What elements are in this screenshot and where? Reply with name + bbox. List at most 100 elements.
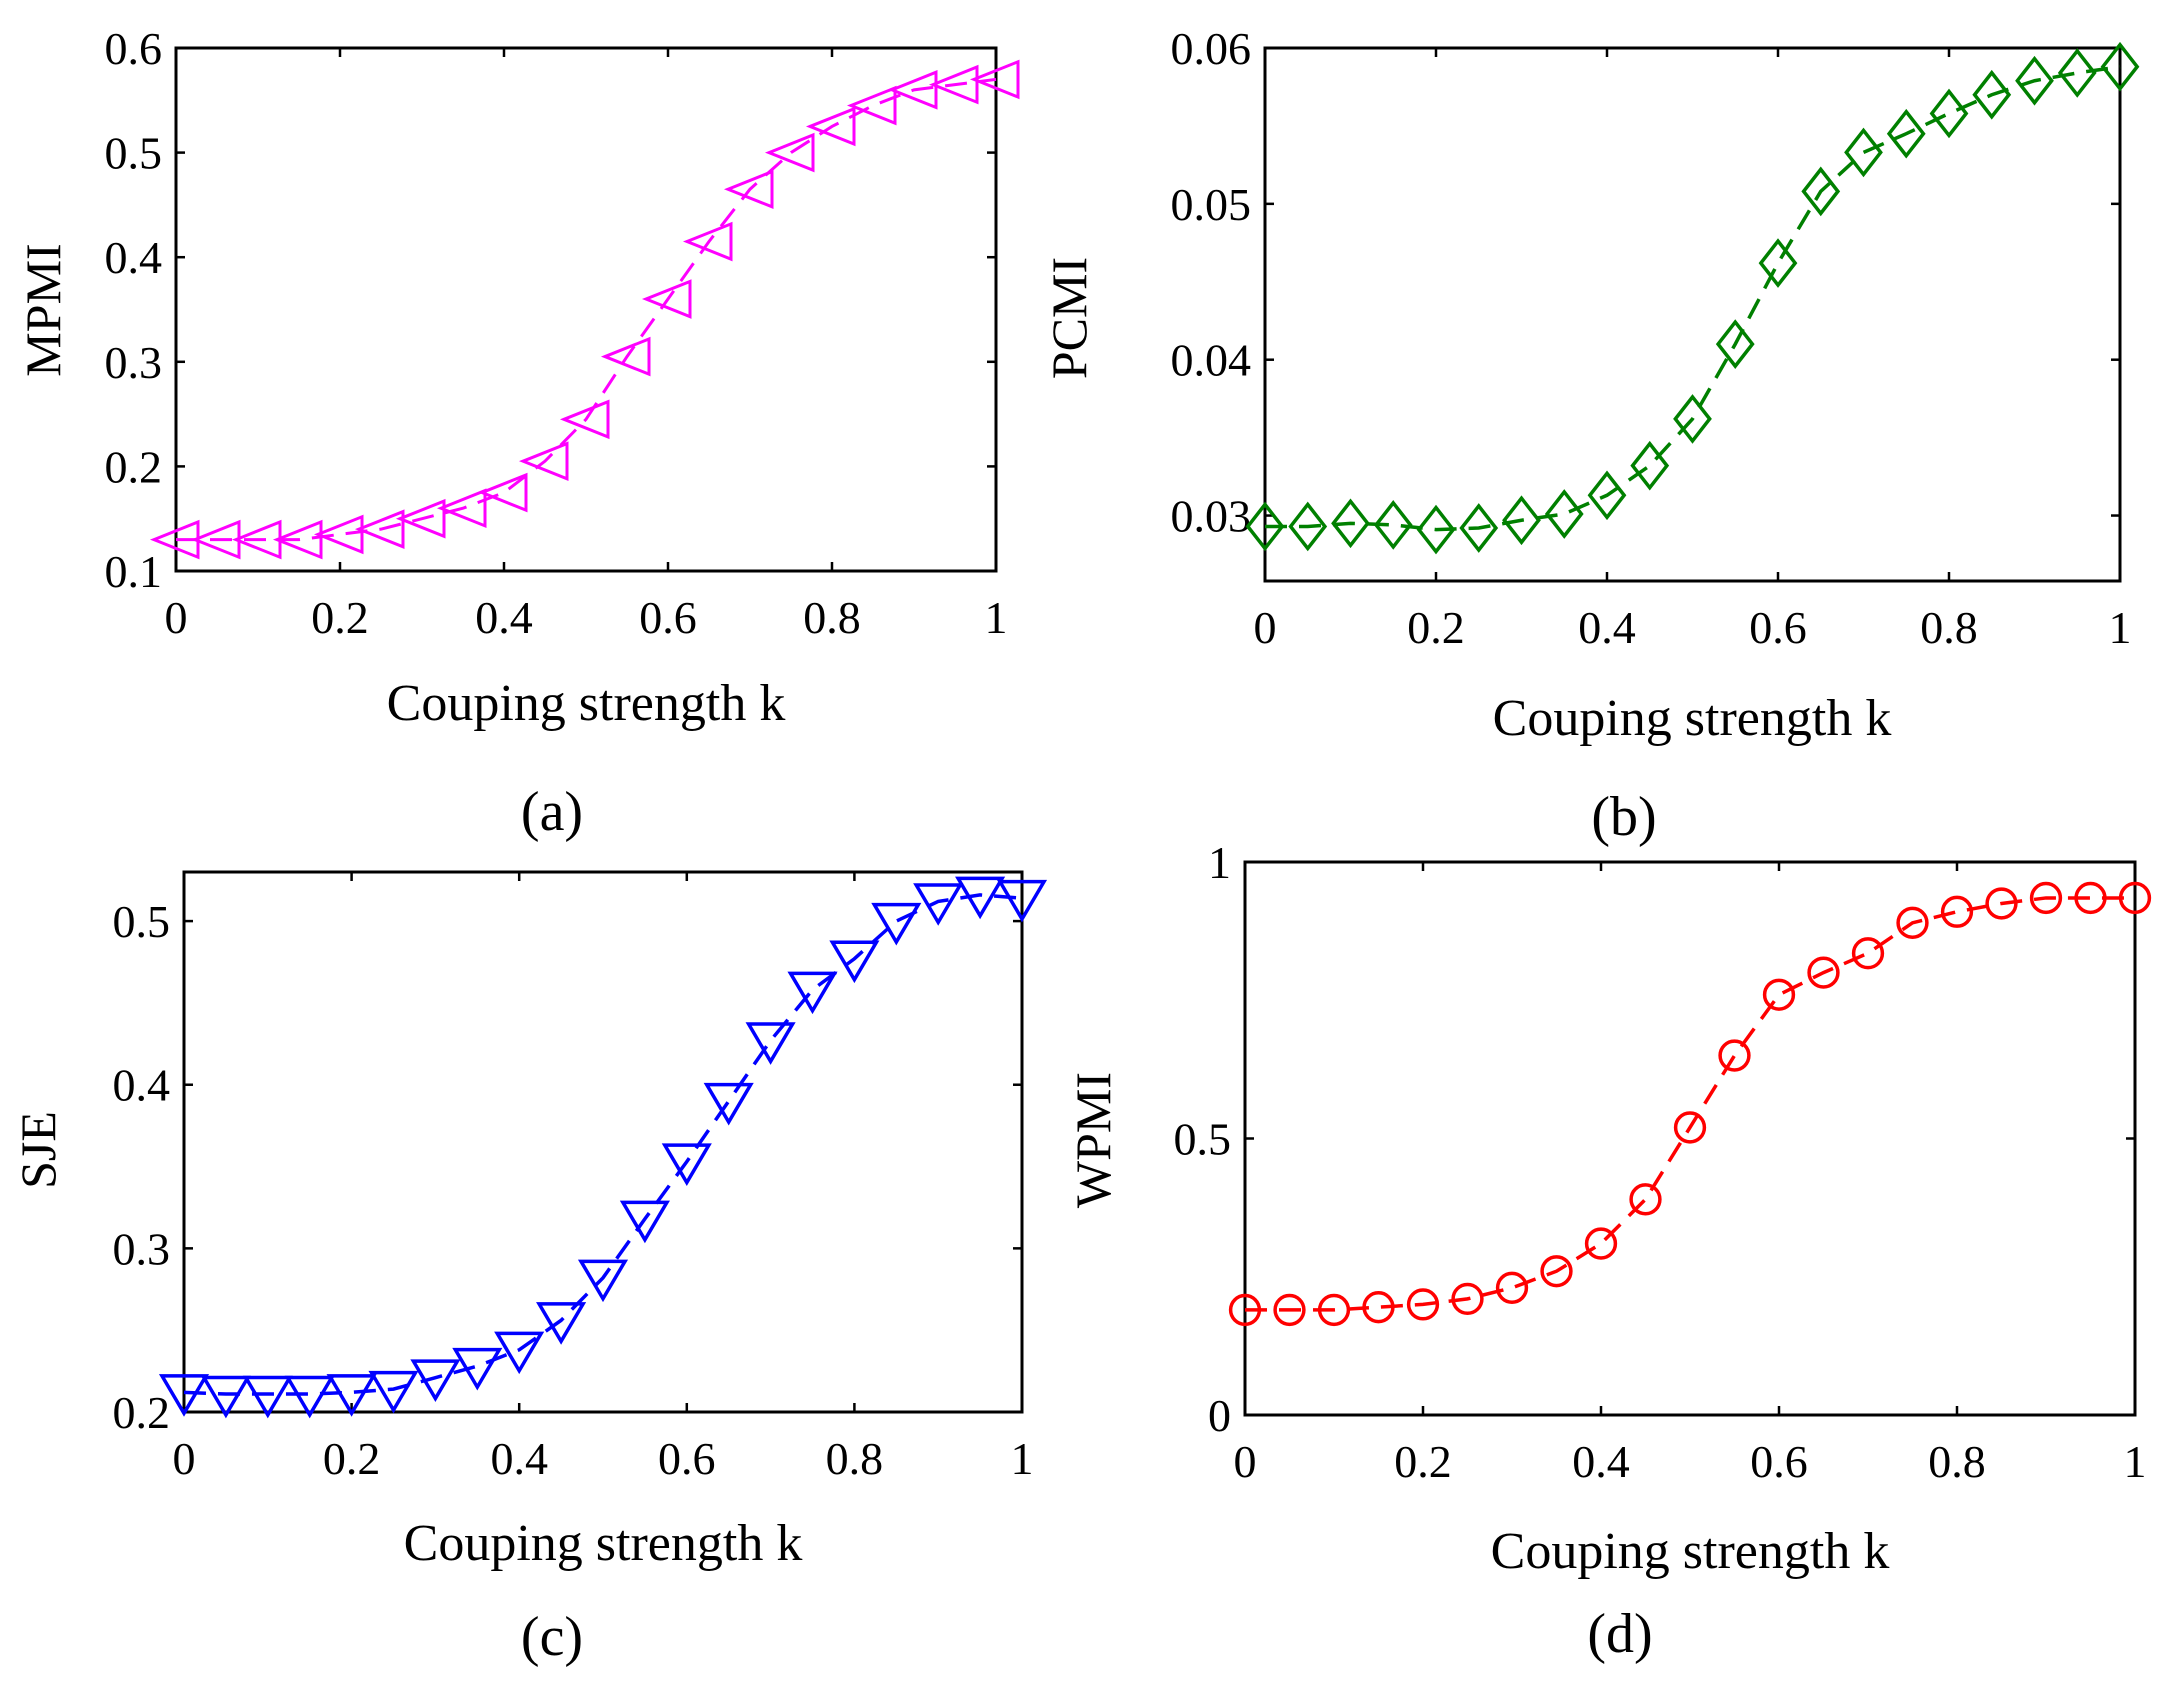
panel-b-series xyxy=(1245,41,2140,555)
panel-a-xtick-label: 0.2 xyxy=(311,592,369,643)
panel-c-data-point xyxy=(242,1375,293,1419)
panel-a-data-point xyxy=(928,64,979,105)
panel-b-data-point xyxy=(1929,88,1969,139)
panel-c-series-line xyxy=(183,893,1023,1396)
panel-a-data-point xyxy=(764,132,815,173)
panel-c-data-point xyxy=(661,1143,712,1186)
panel-a-x-axis-label: Couping strength k xyxy=(387,675,786,732)
panel-d-caption: (d) xyxy=(1587,1603,1652,1665)
panel-c-data-point xyxy=(829,940,880,984)
panel-b-data-point xyxy=(1288,501,1328,552)
panel-a-data-point xyxy=(559,399,610,440)
panel-c-data-point xyxy=(619,1200,670,1244)
panel-c-data-point xyxy=(158,1374,210,1417)
panel-c-data-point xyxy=(871,902,922,946)
panel-b-y-axis-label: PCMI xyxy=(1041,257,1097,379)
panel-d-data-point xyxy=(1807,956,1840,989)
panel-a: 0 0.2 0.4 0.6 0.8 1 0.1 0.2 0.3 0.4 0.5 0.6 Couping… xyxy=(15,23,1020,843)
panel-c-x-axis-label: Couping strength k xyxy=(404,1515,803,1572)
panel-a-ytick-label: 0.5 xyxy=(105,128,163,179)
panel-b-data-point xyxy=(1416,504,1456,555)
panel-b: 0 0.2 0.4 0.6 0.8 1 0.03 0.04 0.05 0.06 Couping s… xyxy=(1041,23,2140,848)
panel-a-data-point xyxy=(887,70,938,110)
panel-a-xtick-label: 0.8 xyxy=(803,592,861,643)
panel-c-data-point xyxy=(745,1022,796,1065)
panel-d-data-point xyxy=(1406,1288,1440,1321)
panel-b-data-point xyxy=(2057,48,2097,98)
panel-d-data-point xyxy=(1540,1255,1573,1288)
panel-c-axes-box xyxy=(182,870,1024,1414)
panel-a-data-point xyxy=(436,488,487,529)
panel-c-data-point xyxy=(410,1359,461,1402)
panel-b-xtick-label: 0.6 xyxy=(1749,602,1807,653)
panel-a-data-point xyxy=(805,106,856,147)
panel-b-ticks xyxy=(1263,46,2122,581)
panel-b-data-point xyxy=(1373,500,1413,550)
panel-b-data-point xyxy=(1245,501,1285,552)
panel-a-caption: (a) xyxy=(521,781,583,843)
panel-c-data-point xyxy=(494,1331,545,1375)
panel-c-xtick-label: 0 xyxy=(173,1433,196,1484)
panel-d-ytick-label: 0 xyxy=(1208,1390,1231,1441)
panel-a-y-axis-label: MPMI xyxy=(15,243,71,376)
panel-b-xtick-label: 0.8 xyxy=(1920,602,1978,653)
panel-b-tick-labels: 0 0.2 0.4 0.6 0.8 1 0.03 0.04 0.05 0.06 xyxy=(1171,23,2132,653)
panel-a-ytick-label: 0.3 xyxy=(105,337,163,388)
panel-c: 0 0.2 0.4 0.6 0.8 10.20.30.40.5 Couping stren… xyxy=(10,870,1048,1668)
panel-b-axes-box xyxy=(1263,46,2122,583)
panel-c-data-point xyxy=(536,1302,587,1345)
panel-d-data-point xyxy=(1673,1111,1707,1144)
panel-a-ytick-label: 0.6 xyxy=(105,23,163,74)
panel-d-y-axis-label: WPMI xyxy=(1065,1072,1121,1208)
panel-a-data-point xyxy=(395,498,446,539)
panel-b-data-point xyxy=(1886,108,1926,159)
panel-c-data-point xyxy=(452,1347,503,1391)
panel-b-caption: (b) xyxy=(1591,786,1656,848)
panel-b-data-point xyxy=(1673,394,1712,444)
panel-a-xtick-label: 1 xyxy=(985,592,1008,643)
panel-d-axes-box xyxy=(1243,860,2137,1417)
panel-d-data-point xyxy=(1762,978,1796,1011)
panel-a-ticks xyxy=(174,46,998,573)
panel-c-data-point xyxy=(955,876,1006,920)
panel-b-data-point xyxy=(1502,495,1541,546)
panel-d-data-point xyxy=(1851,937,1885,970)
panel-d-data-point xyxy=(1985,887,2018,920)
panel-c-ytick-label: 0.3 xyxy=(113,1223,171,1274)
panel-b-data-point xyxy=(1587,470,1627,521)
panel-a-xtick-label: 0.4 xyxy=(475,592,533,643)
panel-a-data-point xyxy=(846,85,897,126)
panel-b-data-point xyxy=(1331,498,1370,549)
panel-d-ticks xyxy=(1243,860,2137,1417)
panel-a-xtick-label: 0.6 xyxy=(639,592,697,643)
panel-a-data-point xyxy=(272,519,323,560)
panel-d-xtick-label: 0.8 xyxy=(1928,1436,1986,1487)
panel-b-data-point xyxy=(2100,41,2140,92)
panel-c-data-point xyxy=(284,1375,335,1419)
panel-b-data-point xyxy=(1758,238,1798,288)
panel-c-ticks xyxy=(182,872,1024,1414)
panel-c-xtick-label: 0.4 xyxy=(490,1433,548,1484)
panel-a-data-point xyxy=(682,221,733,262)
panel-d-xtick-label: 0 xyxy=(1234,1436,1257,1487)
panel-d-data-point xyxy=(1718,1039,1751,1072)
panel-a-data-point xyxy=(477,472,528,513)
panel-b-ytick-label: 0.03 xyxy=(1171,491,1252,542)
panel-c-y-axis-label: SJE xyxy=(10,1111,66,1189)
panel-c-data-point xyxy=(913,883,964,926)
panel-d-data-point xyxy=(2029,881,2063,915)
panel-b-data-point xyxy=(1630,440,1670,491)
panel-b-data-point xyxy=(2015,55,2054,106)
panel-a-series-line xyxy=(176,77,997,542)
panel-a-ytick-label: 0.2 xyxy=(105,441,163,492)
panel-a-data-point xyxy=(313,514,364,555)
panel-c-xtick-label: 1 xyxy=(1011,1433,1034,1484)
panel-a-xtick-label: 0 xyxy=(165,592,188,643)
panel-d-data-point xyxy=(1896,906,1929,939)
panel-d-data-point xyxy=(1362,1291,1395,1324)
panel-a-data-point xyxy=(641,279,692,319)
panel-d-ytick-label: 1 xyxy=(1208,837,1231,888)
panel-b-ytick-label: 0.05 xyxy=(1171,179,1252,230)
panel-c-data-point xyxy=(577,1259,629,1303)
